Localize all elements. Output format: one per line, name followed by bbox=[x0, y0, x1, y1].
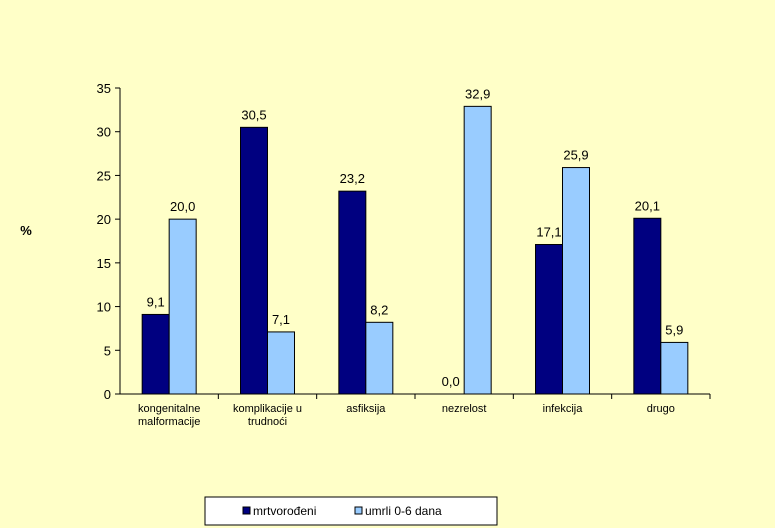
bar-umrli bbox=[168, 218, 197, 395]
data-label: 7,1 bbox=[272, 312, 290, 327]
axes: 0 5 10 15 20 25 30 35% bbox=[20, 81, 711, 402]
bar-umrli bbox=[365, 321, 394, 395]
y-tick-label: 5 bbox=[104, 343, 111, 358]
data-label: 25,9 bbox=[563, 148, 588, 163]
bar-mrtvorodeni bbox=[535, 243, 563, 395]
bars bbox=[141, 105, 689, 395]
y-axis-label: % bbox=[20, 223, 32, 238]
category-label: nezrelost bbox=[442, 403, 487, 415]
legend-label-mrtvorodeni: mrtvorođeni bbox=[253, 504, 316, 518]
bar-mrtvorodeni bbox=[240, 126, 268, 395]
category-label: malformacije bbox=[138, 416, 200, 428]
legend-swatch-mrtvorodeni bbox=[242, 506, 251, 515]
bar-umrli bbox=[562, 167, 590, 395]
category-label: asfiksija bbox=[346, 403, 386, 415]
bar-mrtvorodeni bbox=[633, 217, 662, 395]
data-label: 17,1 bbox=[536, 224, 561, 239]
bar-umrli bbox=[660, 341, 689, 395]
data-label: 9,1 bbox=[147, 294, 165, 309]
bar-umrli bbox=[463, 105, 492, 395]
y-tick-label: 25 bbox=[97, 168, 111, 183]
bar-umrli bbox=[267, 331, 295, 395]
category-label: drugo bbox=[647, 403, 675, 415]
category-label: komplikacije u bbox=[233, 403, 302, 415]
y-tick-label: 30 bbox=[97, 125, 111, 140]
data-label: 20,0 bbox=[170, 199, 195, 214]
y-tick-label: 20 bbox=[97, 212, 111, 227]
bar-mrtvorodeni bbox=[141, 313, 170, 395]
data-label: 23,2 bbox=[340, 171, 365, 186]
data-label: 5,9 bbox=[665, 322, 683, 337]
y-tick-label: 10 bbox=[97, 300, 111, 315]
legend-box bbox=[204, 496, 498, 526]
legend-label-umrli: umrli 0-6 dana bbox=[365, 504, 442, 518]
y-tick-label: 15 bbox=[97, 256, 111, 271]
category-label: kongenitalne bbox=[138, 403, 200, 415]
category-label: infekcija bbox=[543, 403, 584, 415]
legend-swatch-umrli bbox=[354, 506, 363, 515]
y-tick-label: 35 bbox=[97, 81, 111, 96]
data-label: 30,5 bbox=[241, 107, 266, 122]
legend: mrtvorođeni umrli 0-6 dana bbox=[204, 496, 498, 526]
data-label: 20,1 bbox=[635, 198, 660, 213]
y-tick-label: 0 bbox=[104, 387, 111, 402]
data-label: 0,0 bbox=[442, 374, 460, 389]
bar-mrtvorodeni bbox=[338, 190, 367, 395]
data-label: 32,9 bbox=[465, 86, 490, 101]
category-label: trudnoći bbox=[248, 416, 287, 428]
data-label: 8,2 bbox=[370, 302, 388, 317]
